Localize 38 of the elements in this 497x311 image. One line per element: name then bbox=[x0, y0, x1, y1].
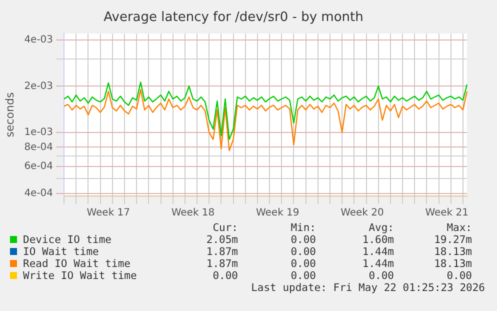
chart-title: Average latency for /dev/sr0 - by month bbox=[104, 10, 364, 26]
text: Max: bbox=[446, 222, 472, 234]
legend-label: Read IO Wait time bbox=[22, 258, 132, 270]
legend-label: IO Wait time bbox=[22, 246, 100, 258]
y-tick-label: 8e-04 bbox=[24, 142, 54, 153]
y-tick-label: 6e-04 bbox=[24, 161, 54, 172]
text: Last update: Fri May 22 01:25:23 2026 bbox=[251, 282, 485, 294]
x-tick-label: Week 18 bbox=[171, 208, 215, 219]
text: 0.00 bbox=[290, 270, 316, 282]
text: 0.00 bbox=[290, 246, 316, 258]
text: Cur: bbox=[212, 222, 238, 234]
x-tick-label: Week 20 bbox=[340, 208, 384, 219]
text: 1.44m bbox=[361, 258, 394, 270]
text: 1.44m bbox=[361, 246, 394, 258]
text: Avg: bbox=[368, 222, 394, 234]
text: 1.87m bbox=[205, 258, 238, 270]
text: 19.27m bbox=[433, 234, 472, 246]
y-tick-label: 4e-03 bbox=[24, 34, 54, 46]
x-tick-label: Week 21 bbox=[425, 208, 469, 219]
x-tick-label: Week 19 bbox=[256, 208, 300, 219]
y-tick-label: 4e-04 bbox=[24, 188, 54, 200]
text: 18.13m bbox=[433, 258, 472, 270]
text: Min: bbox=[290, 222, 316, 234]
y-axis-title: seconds bbox=[3, 92, 16, 138]
text: 0.00 bbox=[290, 258, 316, 270]
text: 0.00 bbox=[446, 270, 472, 282]
text: 1.87m bbox=[205, 246, 238, 258]
y-tick-label: 2e-03 bbox=[24, 80, 54, 92]
x-tick-label: Week 17 bbox=[86, 208, 130, 219]
y-tick-label: 1e-03 bbox=[24, 126, 54, 138]
text: 18.13m bbox=[433, 246, 472, 258]
legend-label: Device IO time bbox=[22, 234, 113, 246]
text: 0.00 bbox=[290, 234, 316, 246]
text: 1.60m bbox=[361, 234, 394, 246]
text: 0.00 bbox=[368, 270, 394, 282]
text: 2.05m bbox=[205, 234, 238, 246]
text: 0.00 bbox=[212, 270, 238, 282]
legend-label: Write IO Wait time bbox=[22, 270, 138, 282]
